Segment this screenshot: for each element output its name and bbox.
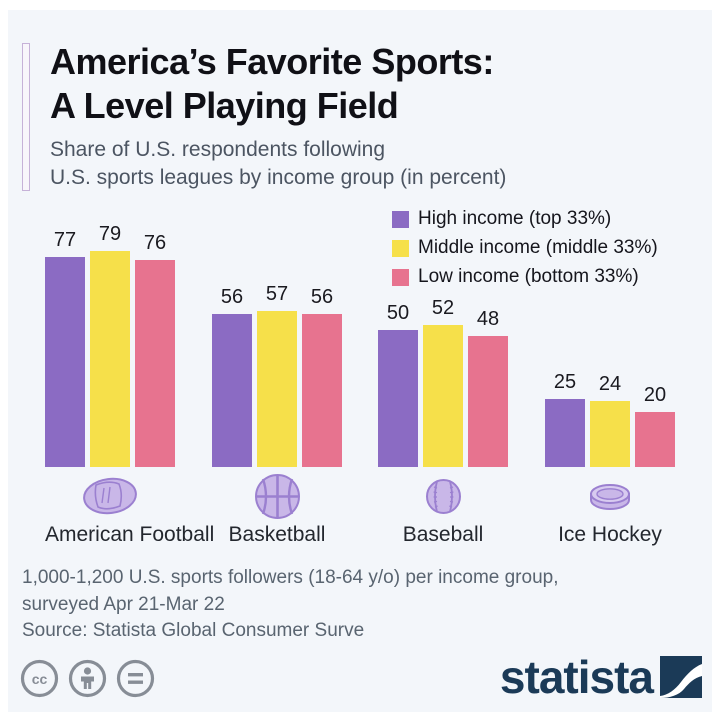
license-icons: cc [20, 659, 155, 703]
bar-ice-hockey-middle-income [590, 401, 630, 467]
bar-value-label: 24 [598, 373, 622, 395]
legend-label: High income (top 33%) [418, 208, 612, 229]
hockey-puck-icon [545, 472, 675, 520]
bar-group-basketball: 56 57 56 [212, 0, 342, 467]
bar-ice-hockey-low-income [635, 412, 675, 467]
bar-value-label: 57 [265, 283, 289, 305]
bar-basketball-high-income [212, 314, 252, 467]
attribution-person-icon [68, 659, 107, 703]
legend: High income (top 33%) Middle income (mid… [392, 208, 658, 288]
bar-chart: 77 79 76 56 57 56 50 52 48 25 24 20 [45, 0, 675, 467]
bar-value-label: 25 [553, 371, 577, 393]
statista-branding: statista [500, 654, 702, 704]
source-note: Source: Statista Global Consumer Surve [22, 620, 365, 641]
bar-group-american-football: 77 79 76 [45, 0, 175, 467]
legend-item-high-income: High income (top 33%) [392, 208, 658, 230]
bar-american-football-low-income [135, 260, 175, 467]
category-label-american-football: American Football [45, 523, 215, 546]
bar-value-label: 79 [98, 223, 122, 245]
category-label-baseball: Baseball [402, 523, 484, 546]
bar-value-label: 56 [310, 286, 334, 308]
bar-value-label: 56 [220, 286, 244, 308]
bar-group-ice-hockey: 25 24 20 [545, 0, 675, 467]
bar-baseball-low-income [468, 336, 508, 467]
survey-note: 1,000-1,200 U.S. sports followers (18-64… [22, 567, 559, 615]
bar-value-label: 48 [476, 308, 500, 330]
bar-value-label: 76 [143, 232, 167, 254]
bar-value-label: 77 [53, 229, 77, 251]
svg-text:cc: cc [32, 671, 48, 687]
baseball-icon [378, 472, 508, 520]
equals-icon [116, 659, 155, 703]
bar-basketball-low-income [302, 314, 342, 467]
bar-baseball-high-income [378, 330, 418, 467]
title-accent-bar [22, 43, 30, 191]
legend-label: Middle income (middle 33%) [418, 237, 658, 258]
bar-baseball-middle-income [423, 325, 463, 467]
bar-value-label: 20 [643, 384, 667, 406]
american-football-icon [45, 472, 175, 520]
bar-value-label: 50 [386, 302, 410, 324]
legend-swatch-low-income [392, 268, 409, 286]
legend-item-middle-income: Middle income (middle 33%) [392, 237, 658, 259]
legend-item-low-income: Low income (bottom 33%) [392, 266, 658, 288]
bar-value-label: 52 [431, 297, 455, 319]
page-title: America’s Favorite Sports: A Level Playi… [50, 41, 494, 126]
category-label-basketball: Basketball [228, 523, 326, 546]
legend-swatch-middle-income [392, 239, 409, 257]
legend-swatch-high-income [392, 210, 409, 228]
statista-logo-icon [660, 655, 702, 703]
bar-american-football-high-income [45, 257, 85, 467]
statista-logo-text: statista [499, 651, 654, 703]
bar-ice-hockey-high-income [545, 399, 585, 467]
category-label-ice-hockey: Ice Hockey [558, 523, 662, 546]
cc-icon: cc [20, 659, 59, 703]
bar-basketball-middle-income [257, 311, 297, 467]
basketball-icon [212, 472, 342, 520]
page-subtitle: Share of U.S. respondents following U.S.… [50, 138, 507, 189]
bar-group-baseball: 50 52 48 [378, 0, 508, 467]
bar-american-football-middle-income [90, 251, 130, 467]
legend-label: Low income (bottom 33%) [418, 266, 639, 287]
